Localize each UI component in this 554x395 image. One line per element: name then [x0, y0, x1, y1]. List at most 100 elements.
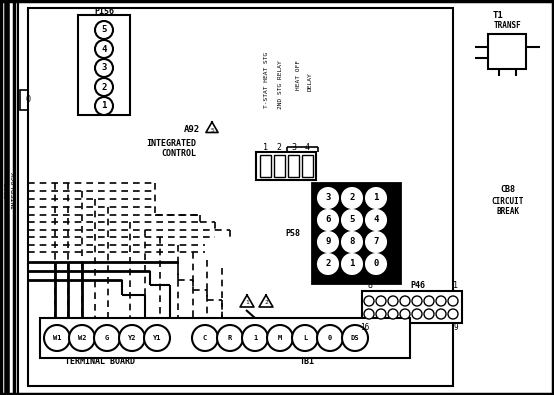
Bar [40, 318, 410, 358]
Bar [28, 8, 453, 386]
Circle shape [376, 296, 386, 306]
Circle shape [364, 309, 374, 319]
Text: W1: W1 [53, 335, 61, 341]
Text: 1: 1 [253, 335, 257, 341]
Text: INTEGRATED: INTEGRATED [146, 139, 196, 147]
Text: R: R [228, 335, 232, 341]
Text: 1: 1 [373, 194, 379, 203]
Circle shape [292, 325, 318, 351]
Circle shape [192, 325, 218, 351]
Text: 1: 1 [350, 260, 355, 269]
Text: 7: 7 [373, 237, 379, 246]
Text: 2: 2 [325, 260, 331, 269]
Circle shape [95, 59, 113, 77]
Text: 8: 8 [367, 280, 372, 290]
Circle shape [364, 296, 374, 306]
Circle shape [217, 325, 243, 351]
Bar [256, 152, 316, 180]
Text: W2: W2 [78, 335, 86, 341]
Text: M: M [278, 335, 282, 341]
Text: Y2: Y2 [128, 335, 136, 341]
Text: 0: 0 [373, 260, 379, 269]
Text: T-STAT HEAT STG: T-STAT HEAT STG [264, 52, 269, 108]
Bar [302, 155, 313, 177]
Text: 4: 4 [373, 216, 379, 224]
Circle shape [366, 188, 386, 208]
Circle shape [342, 232, 362, 252]
Text: P156: P156 [94, 8, 114, 17]
Circle shape [44, 325, 70, 351]
Text: 4: 4 [305, 143, 310, 152]
Text: P58: P58 [285, 228, 300, 237]
Bar [362, 291, 462, 323]
Text: TB1: TB1 [300, 357, 315, 367]
Circle shape [144, 325, 170, 351]
Circle shape [388, 296, 398, 306]
Circle shape [400, 309, 410, 319]
Circle shape [318, 210, 338, 230]
Circle shape [412, 296, 422, 306]
Text: HEAT OFF: HEAT OFF [296, 60, 301, 90]
Circle shape [400, 296, 410, 306]
Text: 2: 2 [264, 299, 268, 305]
Bar [312, 183, 400, 283]
Bar [20, 90, 36, 110]
Text: 1: 1 [264, 143, 269, 152]
Circle shape [342, 325, 368, 351]
Text: CB8: CB8 [500, 186, 516, 194]
Text: 5: 5 [101, 26, 107, 34]
Circle shape [342, 210, 362, 230]
Text: 1: 1 [454, 280, 459, 290]
Text: DS: DS [351, 335, 359, 341]
Circle shape [448, 296, 458, 306]
Circle shape [342, 254, 362, 274]
Circle shape [412, 309, 422, 319]
Circle shape [436, 309, 446, 319]
Text: A92: A92 [184, 126, 200, 135]
Text: 0: 0 [328, 335, 332, 341]
Bar [260, 155, 271, 177]
Circle shape [267, 325, 293, 351]
Text: Y1: Y1 [153, 335, 161, 341]
Circle shape [448, 309, 458, 319]
Text: 16: 16 [360, 324, 370, 333]
Circle shape [318, 232, 338, 252]
Text: O: O [25, 96, 30, 105]
Text: DOOR
INTERLOCK: DOOR INTERLOCK [4, 171, 18, 209]
Text: TRANSF: TRANSF [493, 21, 521, 30]
Bar [78, 15, 130, 115]
Text: CONTROL: CONTROL [161, 149, 196, 158]
Circle shape [95, 21, 113, 39]
Bar [288, 155, 299, 177]
Text: BREAK: BREAK [496, 207, 520, 216]
Text: P46: P46 [411, 280, 425, 290]
Text: 9: 9 [454, 324, 458, 333]
Text: L: L [303, 335, 307, 341]
Circle shape [95, 78, 113, 96]
Circle shape [436, 296, 446, 306]
Text: C: C [203, 335, 207, 341]
Bar [488, 34, 526, 69]
Text: 2: 2 [350, 194, 355, 203]
Circle shape [376, 309, 386, 319]
Circle shape [424, 296, 434, 306]
Text: 3: 3 [101, 64, 107, 73]
Circle shape [366, 210, 386, 230]
Text: 4: 4 [101, 45, 107, 53]
Text: 2: 2 [101, 83, 107, 92]
Text: 8: 8 [350, 237, 355, 246]
Text: 3: 3 [325, 194, 331, 203]
Text: T1: T1 [493, 11, 504, 19]
Circle shape [318, 254, 338, 274]
Circle shape [94, 325, 120, 351]
Circle shape [95, 97, 113, 115]
Text: 9: 9 [325, 237, 331, 246]
Text: 3: 3 [291, 143, 296, 152]
Text: DELAY: DELAY [307, 73, 312, 91]
Circle shape [119, 325, 145, 351]
Text: 2: 2 [276, 143, 281, 152]
Text: CIRCUIT: CIRCUIT [492, 196, 524, 205]
Text: TERMINAL BOARD: TERMINAL BOARD [65, 357, 135, 367]
Text: 1: 1 [101, 102, 107, 111]
Text: G: G [105, 335, 109, 341]
